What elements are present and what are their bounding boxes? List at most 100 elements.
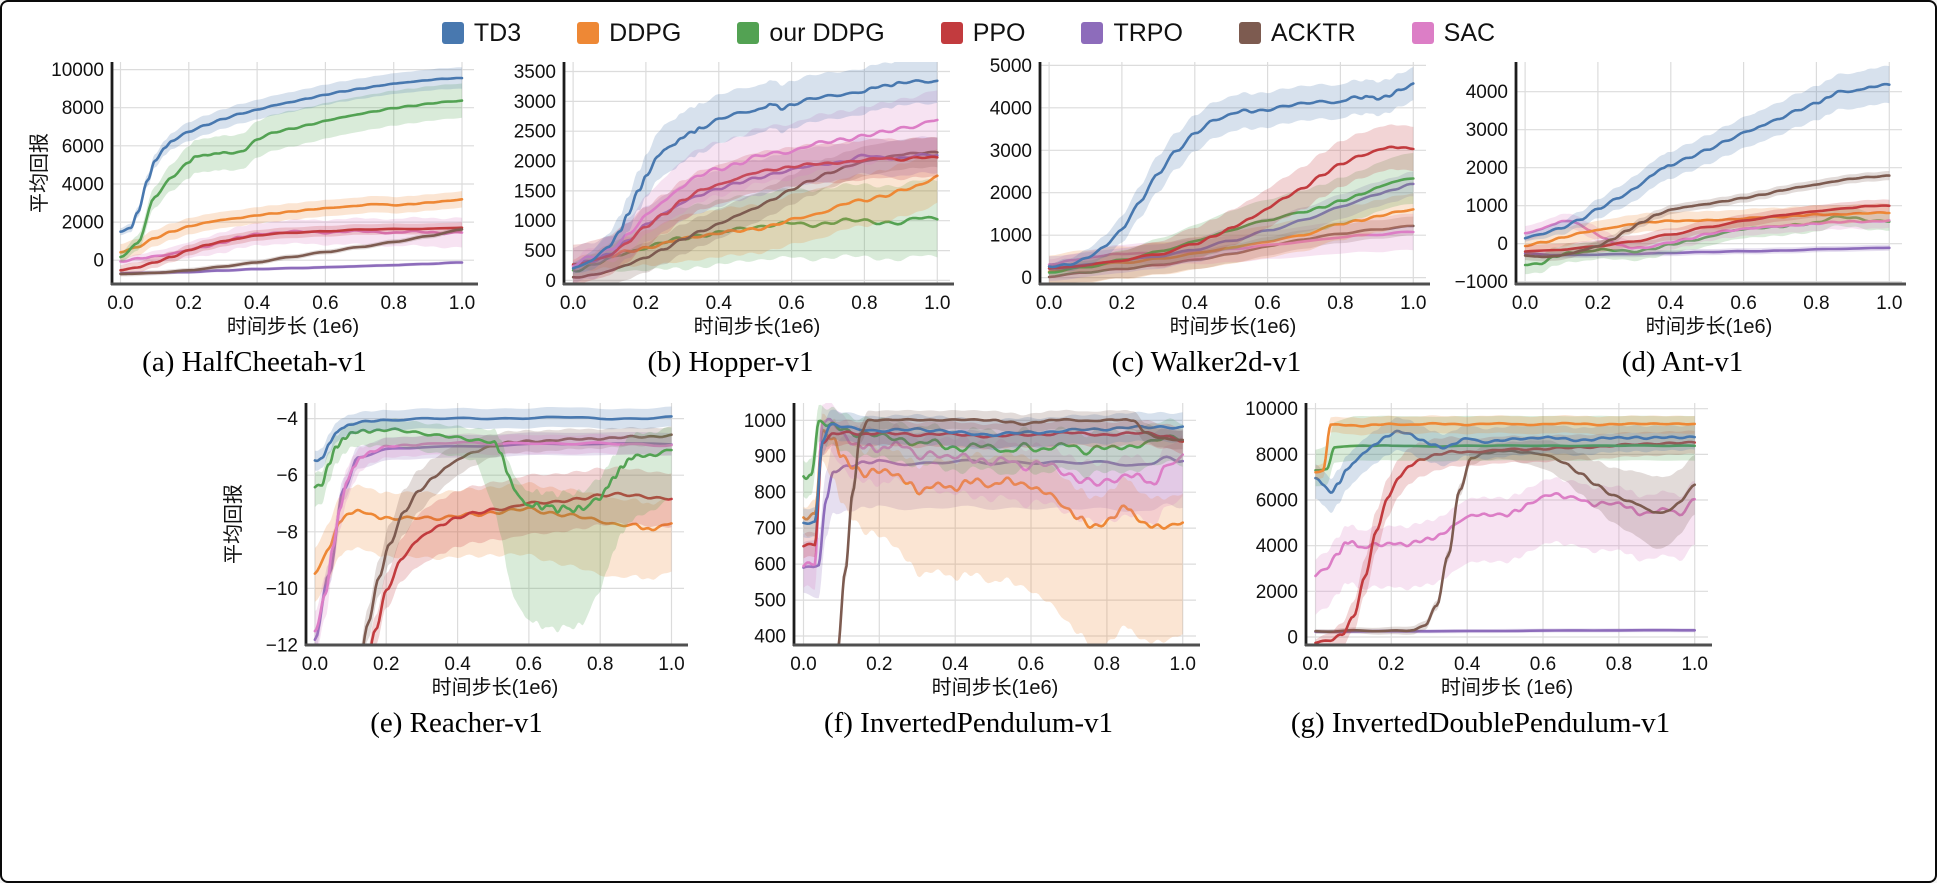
charts-row-2: −12 −10 −8 −6 −4 0.0 0.2 0.4 0.6 0.8 1.0 时间步长(1e6) 平… (2, 395, 1935, 740)
svg-text:800: 800 (754, 483, 786, 504)
svg-text:0.0: 0.0 (559, 293, 585, 314)
svg-text:0.6: 0.6 (312, 293, 338, 314)
svg-text:0.8: 0.8 (851, 293, 877, 314)
svg-text:时间步长(1e6): 时间步长(1e6) (1169, 315, 1296, 338)
svg-text:0.6: 0.6 (515, 654, 541, 675)
chart-caption-e: (e) Reacher-v1 (370, 707, 543, 739)
svg-text:1.0: 1.0 (1400, 293, 1426, 314)
svg-text:1.0: 1.0 (924, 293, 950, 314)
svg-text:0.8: 0.8 (1803, 293, 1829, 314)
svg-text:0.6: 0.6 (1254, 293, 1280, 314)
legend-swatch-icon (441, 22, 464, 44)
svg-text:3000: 3000 (1465, 120, 1507, 141)
svg-text:0.2: 0.2 (866, 654, 892, 675)
chart-a: 0 2000 4000 6000 8000 10000 0.0 0.2 0.4 0.6 0.8 1.0… (24, 54, 486, 379)
svg-text:0.6: 0.6 (1017, 654, 1043, 675)
chart-plot-b: 0 500 1000 1500 2000 2500 3000 3500 0.0 0.2 0.4 0.6… (513, 62, 954, 338)
svg-text:0.6: 0.6 (778, 293, 804, 314)
svg-text:4000: 4000 (1465, 82, 1507, 103)
legend-label: TRPO (1113, 18, 1183, 47)
legend-item-sac: SAC (1411, 19, 1495, 48)
legend-label: PPO (972, 18, 1026, 47)
svg-text:0.0: 0.0 (790, 654, 816, 675)
svg-text:0.0: 0.0 (301, 654, 327, 675)
svg-text:0.0: 0.0 (107, 293, 133, 314)
legend-item-acktr: ACKTR (1238, 18, 1356, 48)
svg-text:0: 0 (93, 251, 104, 272)
svg-text:0: 0 (545, 271, 556, 292)
chart-e: −12 −10 −8 −6 −4 0.0 0.2 0.4 0.6 0.8 1.0 时间步长(1e6) 平… (218, 395, 696, 740)
svg-text:0.8: 0.8 (586, 654, 612, 675)
svg-text:0.0: 0.0 (1511, 293, 1537, 314)
svg-text:0.8: 0.8 (1605, 654, 1631, 675)
svg-text:1000: 1000 (743, 411, 785, 432)
svg-text:0.4: 0.4 (941, 654, 968, 675)
svg-text:0: 0 (1287, 628, 1298, 649)
chart-caption-a: (a) HalfCheetah-v1 (142, 346, 367, 378)
svg-text:10000: 10000 (51, 60, 104, 81)
svg-text:1000: 1000 (1465, 196, 1507, 217)
svg-text:−1000: −1000 (1454, 272, 1507, 293)
svg-text:2000: 2000 (61, 213, 103, 234)
svg-text:6000: 6000 (1255, 491, 1297, 512)
svg-text:1.0: 1.0 (448, 293, 474, 314)
svg-text:平均回报: 平均回报 (222, 484, 245, 564)
svg-text:1.0: 1.0 (1169, 654, 1195, 675)
svg-text:6000: 6000 (61, 136, 103, 157)
svg-text:600: 600 (754, 555, 786, 576)
legend-item-ppo: PPO (940, 18, 1026, 48)
svg-text:700: 700 (754, 519, 786, 540)
svg-text:0.8: 0.8 (1093, 654, 1119, 675)
svg-text:1.0: 1.0 (1681, 654, 1707, 675)
svg-text:−6: −6 (276, 466, 298, 487)
svg-text:900: 900 (754, 447, 786, 468)
chart-plot-g: 0 2000 4000 6000 8000 10000 0.0 0.2 0.4 0.6 0.8 1.0… (1245, 399, 1712, 699)
svg-text:2000: 2000 (989, 183, 1031, 204)
legend-item-ddpg: DDPG (577, 19, 681, 48)
svg-text:1.0: 1.0 (1876, 293, 1902, 314)
svg-text:0.8: 0.8 (1327, 293, 1353, 314)
svg-text:4000: 4000 (1255, 536, 1297, 557)
legend-item-td3: TD3 (441, 18, 522, 48)
chart-plot-d: −1000 0 1000 2000 3000 4000 0.0 0.2 0.4 0.6 0.8 1.0… (1454, 62, 1906, 338)
svg-text:时间步长 (1e6): 时间步长 (1e6) (1440, 676, 1572, 699)
svg-text:0: 0 (1497, 234, 1508, 255)
svg-text:1000: 1000 (513, 211, 555, 232)
svg-text:8000: 8000 (61, 98, 103, 119)
svg-text:0.2: 0.2 (1378, 654, 1404, 675)
svg-text:0.4: 0.4 (444, 654, 471, 675)
svg-text:0.4: 0.4 (705, 293, 732, 314)
svg-text:时间步长 (1e6): 时间步长 (1e6) (226, 315, 358, 338)
chart-c: 0 1000 2000 3000 4000 5000 0.0 0.2 0.4 0.6 0.8 1.0 时… (976, 54, 1438, 379)
svg-text:400: 400 (754, 627, 786, 648)
svg-text:1000: 1000 (989, 226, 1031, 247)
legend-swatch-icon (577, 22, 600, 44)
svg-text:3500: 3500 (513, 62, 555, 83)
svg-text:0.2: 0.2 (1108, 293, 1134, 314)
svg-text:3000: 3000 (513, 92, 555, 113)
chart-plot-c: 0 1000 2000 3000 4000 5000 0.0 0.2 0.4 0.6 0.8 1.0 时… (989, 56, 1430, 338)
svg-text:时间步长(1e6): 时间步长(1e6) (431, 676, 558, 699)
legend-swatch-icon (940, 22, 963, 44)
svg-text:0: 0 (1021, 268, 1032, 289)
svg-text:10000: 10000 (1245, 399, 1298, 420)
figure-legend: TD3 DDPG our DDPG PPO TRPO ACKTR SAC (2, 2, 1935, 52)
svg-text:0.0: 0.0 (1302, 654, 1328, 675)
svg-text:0.4: 0.4 (1657, 293, 1684, 314)
legend-swatch-icon (1411, 22, 1434, 44)
chart-d: −1000 0 1000 2000 3000 4000 0.0 0.2 0.4 0.6 0.8 1.0… (1452, 54, 1914, 379)
svg-text:平均回报: 平均回报 (28, 133, 51, 213)
chart-g: 0 2000 4000 6000 8000 10000 0.0 0.2 0.4 0.6 0.8 1.0… (1242, 395, 1720, 740)
chart-caption-d: (d) Ant-v1 (1621, 346, 1744, 378)
legend-label: TD3 (473, 18, 522, 47)
svg-text:2000: 2000 (1255, 582, 1297, 603)
legend-label: ACKTR (1270, 18, 1356, 47)
svg-text:8000: 8000 (1255, 445, 1297, 466)
svg-text:时间步长(1e6): 时间步长(1e6) (693, 315, 820, 338)
chart-b: 0 500 1000 1500 2000 2500 3000 3500 0.0 0.2 0.4 0.6… (500, 54, 962, 379)
legend-swatch-icon (737, 22, 760, 44)
chart-plot-f: 400 500 600 700 800 900 1000 0.0 0.2 0.4 0.6 0.8 1.0… (743, 403, 1200, 699)
legend-item-our-ddpg: our DDPG (737, 19, 885, 48)
svg-text:时间步长(1e6): 时间步长(1e6) (931, 676, 1058, 699)
